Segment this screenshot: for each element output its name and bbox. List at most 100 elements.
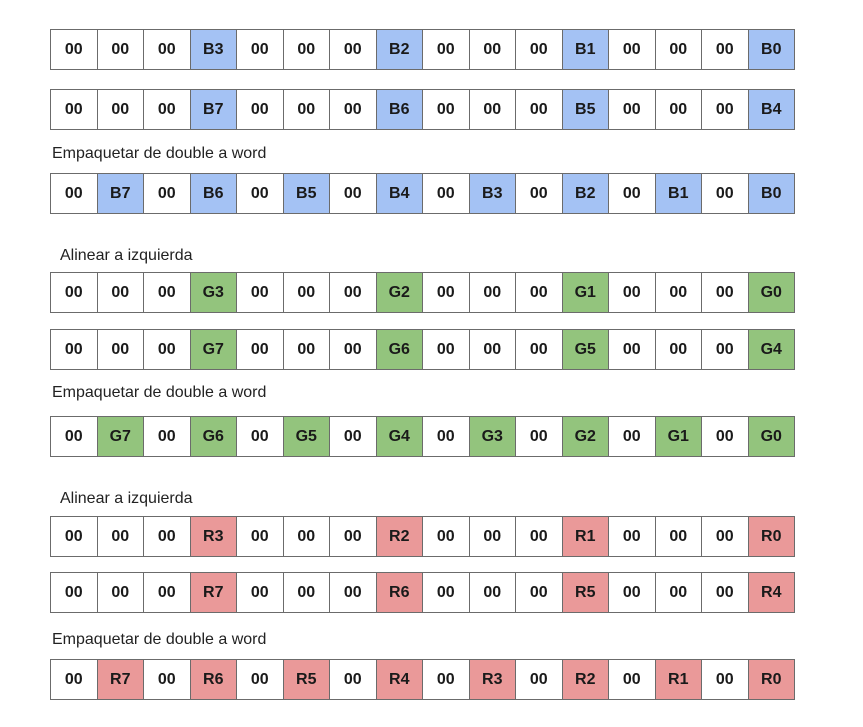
byte-cell-zero: 00 — [329, 173, 377, 214]
byte-cell-zero: 00 — [468, 329, 516, 370]
byte-cell-zero: 00 — [515, 272, 563, 313]
byte-cell-r1: R1 — [654, 659, 702, 700]
byte-cell-b6: B6 — [375, 89, 423, 130]
byte-cell-r7: R7 — [189, 572, 237, 613]
byte-cell-zero: 00 — [329, 516, 377, 557]
byte-cell-r3: R3 — [189, 516, 237, 557]
byte-cell-zero: 00 — [143, 659, 191, 700]
byte-cell-zero: 00 — [236, 416, 284, 457]
byte-cell-r0: R0 — [747, 659, 795, 700]
byte-cell-g1: G1 — [561, 272, 609, 313]
byte-cell-zero: 00 — [701, 516, 749, 557]
byte-cell-zero: 00 — [422, 659, 470, 700]
byte-cell-r5: R5 — [282, 659, 330, 700]
byte-cell-zero: 00 — [143, 416, 191, 457]
byte-cell-zero: 00 — [236, 329, 284, 370]
byte-cell-zero: 00 — [608, 272, 656, 313]
byte-cell-zero: 00 — [654, 29, 702, 70]
byte-cell-zero: 00 — [468, 29, 516, 70]
byte-cell-zero: 00 — [50, 416, 98, 457]
byte-cell-b2: B2 — [561, 173, 609, 214]
byte-cell-zero: 00 — [468, 572, 516, 613]
byte-cell-b1: B1 — [561, 29, 609, 70]
byte-cell-r4: R4 — [375, 659, 423, 700]
byte-cell-zero: 00 — [96, 329, 144, 370]
byte-cell-g5: G5 — [282, 416, 330, 457]
byte-cell-b0: B0 — [747, 29, 795, 70]
byte-cell-zero: 00 — [422, 329, 470, 370]
red-row-low: 00 00 00 R3 00 00 00 R2 00 00 00 R1 00 00 00 R0 — [50, 516, 795, 557]
byte-cell-zero: 00 — [143, 29, 191, 70]
byte-cell-zero: 00 — [143, 89, 191, 130]
byte-cell-zero: 00 — [329, 659, 377, 700]
byte-cell-zero: 00 — [422, 516, 470, 557]
byte-cell-zero: 00 — [701, 659, 749, 700]
byte-cell-b3: B3 — [189, 29, 237, 70]
byte-cell-b7: B7 — [96, 173, 144, 214]
byte-cell-zero: 00 — [282, 89, 330, 130]
byte-cell-zero: 00 — [96, 272, 144, 313]
byte-cell-zero: 00 — [608, 516, 656, 557]
byte-cell-zero: 00 — [143, 516, 191, 557]
byte-cell-r1: R1 — [561, 516, 609, 557]
byte-cell-b4: B4 — [747, 89, 795, 130]
byte-cell-zero: 00 — [236, 516, 284, 557]
byte-cell-g0: G0 — [747, 272, 795, 313]
byte-cell-zero: 00 — [96, 516, 144, 557]
byte-cell-r0: R0 — [747, 516, 795, 557]
byte-cell-zero: 00 — [50, 29, 98, 70]
byte-cell-zero: 00 — [236, 89, 284, 130]
byte-cell-g2: G2 — [561, 416, 609, 457]
byte-cell-zero: 00 — [422, 572, 470, 613]
red-row-high: 00 00 00 R7 00 00 00 R6 00 00 00 R5 00 00 00 R4 — [50, 572, 795, 613]
green-row-packed: 00 G7 00 G6 00 G5 00 G4 00 G3 00 G2 00 G1 00 G0 — [50, 416, 795, 457]
byte-cell-b7: B7 — [189, 89, 237, 130]
byte-cell-zero: 00 — [701, 89, 749, 130]
byte-cell-zero: 00 — [701, 29, 749, 70]
byte-cell-g4: G4 — [375, 416, 423, 457]
byte-cell-zero: 00 — [143, 329, 191, 370]
byte-cell-zero: 00 — [608, 329, 656, 370]
byte-cell-zero: 00 — [50, 329, 98, 370]
byte-cell-zero: 00 — [515, 29, 563, 70]
byte-cell-zero: 00 — [143, 173, 191, 214]
byte-cell-g7: G7 — [96, 416, 144, 457]
byte-cell-b5: B5 — [282, 173, 330, 214]
byte-cell-g0: G0 — [747, 416, 795, 457]
byte-cell-zero: 00 — [329, 29, 377, 70]
byte-cell-zero: 00 — [282, 272, 330, 313]
byte-cell-zero: 00 — [422, 29, 470, 70]
byte-cell-zero: 00 — [329, 272, 377, 313]
byte-cell-zero: 00 — [608, 89, 656, 130]
byte-cell-g3: G3 — [468, 416, 516, 457]
byte-cell-zero: 00 — [96, 572, 144, 613]
byte-cell-zero: 00 — [701, 416, 749, 457]
byte-cell-zero: 00 — [282, 516, 330, 557]
byte-cell-zero: 00 — [701, 272, 749, 313]
byte-cell-zero: 00 — [515, 572, 563, 613]
pack-label-green: Empaquetar de double a word — [52, 384, 267, 401]
byte-cell-zero: 00 — [236, 572, 284, 613]
green-row-high: 00 00 00 G7 00 00 00 G6 00 00 00 G5 00 00 00 G4 — [50, 329, 795, 370]
byte-cell-zero: 00 — [236, 272, 284, 313]
byte-cell-b3: B3 — [468, 173, 516, 214]
byte-cell-zero: 00 — [701, 572, 749, 613]
byte-cell-zero: 00 — [236, 659, 284, 700]
byte-cell-b6: B6 — [189, 173, 237, 214]
byte-cell-zero: 00 — [50, 516, 98, 557]
byte-cell-zero: 00 — [96, 89, 144, 130]
byte-cell-zero: 00 — [50, 173, 98, 214]
byte-cell-zero: 00 — [468, 272, 516, 313]
byte-cell-zero: 00 — [96, 29, 144, 70]
byte-cell-g6: G6 — [189, 416, 237, 457]
byte-cell-b4: B4 — [375, 173, 423, 214]
byte-cell-zero: 00 — [701, 329, 749, 370]
byte-cell-zero: 00 — [608, 29, 656, 70]
byte-cell-r5: R5 — [561, 572, 609, 613]
byte-cell-zero: 00 — [329, 329, 377, 370]
byte-cell-r7: R7 — [96, 659, 144, 700]
byte-cell-zero: 00 — [422, 272, 470, 313]
byte-cell-zero: 00 — [50, 89, 98, 130]
byte-cell-zero: 00 — [422, 416, 470, 457]
byte-cell-g5: G5 — [561, 329, 609, 370]
